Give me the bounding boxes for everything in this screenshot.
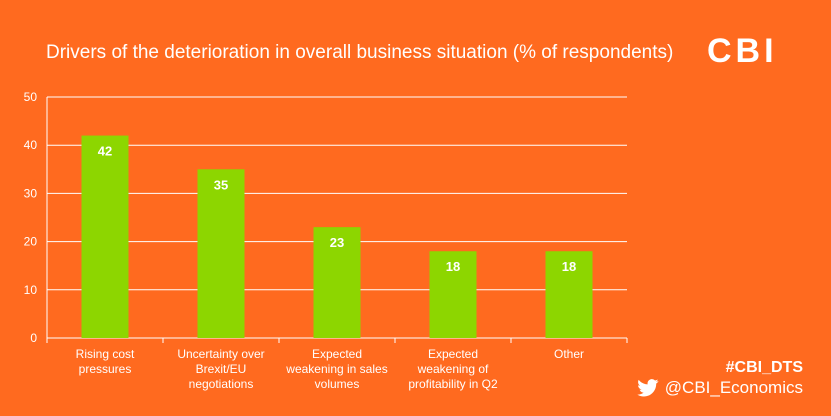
hashtag-label: #CBI_DTS <box>725 359 803 376</box>
y-tick-label: 20 <box>24 235 38 249</box>
bar <box>197 169 245 338</box>
twitter-handle-text: @CBI_Economics <box>664 378 803 397</box>
bar <box>313 227 361 338</box>
category-label: Expected weakening in sales volumes <box>285 347 387 391</box>
category-label: Rising cost pressures <box>76 347 135 376</box>
bar <box>81 135 129 338</box>
data-label: 23 <box>330 235 344 250</box>
y-tick-label: 0 <box>30 331 37 345</box>
y-tick-label: 10 <box>24 283 38 297</box>
y-tick-label: 50 <box>24 90 38 104</box>
twitter-handle[interactable]: @CBI_Economics <box>636 378 803 398</box>
bar <box>545 251 593 338</box>
data-label: 18 <box>446 259 460 274</box>
chart-title: Drivers of the deterioration in overall … <box>46 42 674 63</box>
data-label: 42 <box>98 144 112 159</box>
data-label: 35 <box>214 177 228 192</box>
cbi-logo: CBI <box>707 32 778 70</box>
y-tick-label: 40 <box>24 138 38 152</box>
data-label: 18 <box>562 259 576 274</box>
bar <box>429 251 477 338</box>
twitter-bird-icon <box>636 379 659 397</box>
category-label: Uncertainty over Brexit/EU negotiations <box>177 347 264 391</box>
category-label: Expected weakening of profitability in Q2 <box>408 347 498 391</box>
y-tick-label: 30 <box>24 186 38 200</box>
category-label: Other <box>554 347 584 361</box>
